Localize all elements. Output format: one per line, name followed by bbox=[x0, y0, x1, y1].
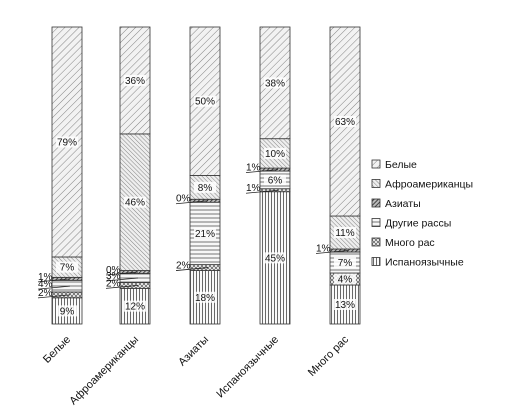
bars-group: 9% 7% 79% 12% 46% 36% 18% 21% 8% 50% 45% 6% 10% 38% 13… bbox=[51, 26, 361, 325]
legend-label: Азиаты bbox=[385, 198, 421, 210]
data-label-bg bbox=[194, 181, 216, 193]
data-label-bg bbox=[264, 174, 286, 186]
data-label-bg bbox=[56, 136, 78, 148]
data-label: 13% bbox=[335, 300, 355, 311]
leader-line bbox=[315, 250, 349, 254]
data-label: 4% bbox=[38, 279, 53, 290]
legend-swatch bbox=[371, 257, 381, 266]
data-label: 11% bbox=[335, 228, 354, 239]
category-label: Испаноязычные bbox=[214, 334, 281, 401]
data-label: 8% bbox=[198, 183, 213, 194]
data-label: 6% bbox=[268, 175, 283, 186]
legend-label: Другие рассы bbox=[385, 218, 451, 230]
legend-label: Белые bbox=[385, 159, 417, 171]
leader-line bbox=[175, 200, 209, 205]
legend-swatch bbox=[371, 198, 381, 208]
data-label: 38% bbox=[265, 78, 285, 89]
data-label-bg bbox=[124, 300, 146, 312]
data-label-bg bbox=[334, 273, 356, 285]
leader-line bbox=[105, 284, 139, 289]
legend-item: Испаноязычные bbox=[371, 257, 464, 269]
data-label: 63% bbox=[335, 117, 355, 128]
leader-line bbox=[175, 267, 209, 271]
data-label: 0% bbox=[176, 194, 191, 205]
data-label: 2% bbox=[38, 288, 53, 299]
legend-label: Много рас bbox=[385, 237, 435, 249]
data-label: 9% bbox=[60, 306, 75, 317]
data-label-bg bbox=[334, 257, 356, 268]
legend-swatch bbox=[371, 179, 381, 188]
bar-stack-4: 13% 4% 7% 11% 63% bbox=[329, 26, 361, 325]
bar-stack-2: 18% 21% 8% 50% bbox=[189, 26, 221, 325]
legend: Белые Афроамериканцы Азиаты Другие рассы Мно… bbox=[371, 159, 473, 269]
leader-line bbox=[37, 285, 71, 290]
legend-item: Афроамериканцы bbox=[371, 179, 473, 191]
data-label-bg bbox=[264, 252, 286, 264]
data-label: 18% bbox=[195, 293, 215, 304]
data-label: 36% bbox=[125, 76, 145, 87]
leader-line bbox=[105, 271, 139, 276]
category-label: Много рас bbox=[306, 333, 352, 379]
data-label-bg bbox=[124, 196, 146, 208]
data-label-bg bbox=[194, 95, 216, 107]
category-label: Афроамериканцы bbox=[67, 334, 141, 408]
leader-line bbox=[245, 189, 279, 194]
category-label: Азиаты bbox=[176, 334, 211, 369]
legend-swatch bbox=[371, 237, 381, 247]
data-label: 0% bbox=[106, 265, 121, 276]
legend-item: Другие рассы bbox=[371, 218, 451, 230]
data-label: 12% bbox=[125, 302, 145, 313]
data-label: 10% bbox=[265, 149, 285, 160]
legend-item: Много рас bbox=[371, 237, 435, 249]
legend-label: Афроамериканцы bbox=[385, 179, 473, 191]
legend-swatch bbox=[371, 218, 381, 227]
data-label-bg bbox=[194, 291, 216, 303]
data-label: 7% bbox=[60, 263, 75, 274]
data-label: 2% bbox=[106, 278, 121, 289]
data-label: 79% bbox=[57, 137, 77, 148]
data-label: 3% bbox=[106, 271, 121, 282]
data-label-bg bbox=[334, 299, 356, 310]
data-label-bg bbox=[56, 305, 78, 317]
data-label: 7% bbox=[338, 258, 353, 269]
leader-line bbox=[105, 277, 139, 282]
data-label-bg bbox=[56, 261, 78, 273]
legend-item: Белые bbox=[371, 159, 417, 171]
data-label-bg bbox=[264, 147, 286, 159]
data-label: 50% bbox=[195, 97, 215, 108]
data-label-bg bbox=[194, 227, 216, 239]
data-label: 1% bbox=[246, 163, 261, 174]
data-label: 45% bbox=[265, 253, 285, 264]
leader-lines-group bbox=[37, 169, 349, 299]
data-label-bg bbox=[124, 74, 146, 86]
data-label: 1% bbox=[246, 183, 261, 194]
legend-swatch bbox=[371, 159, 381, 169]
legend-label: Испаноязычные bbox=[385, 257, 464, 269]
data-label: 4% bbox=[338, 275, 353, 286]
data-label-bg bbox=[334, 116, 356, 127]
leader-line bbox=[37, 294, 71, 299]
bar-stack-3: 45% 6% 10% 38% bbox=[259, 26, 291, 325]
data-label: 1% bbox=[38, 272, 53, 283]
data-label: 46% bbox=[125, 198, 145, 209]
data-label: 2% bbox=[176, 261, 191, 272]
data-label-bg bbox=[334, 227, 356, 238]
legend-item: Азиаты bbox=[371, 198, 421, 210]
leader-line bbox=[37, 278, 71, 283]
bar-stack-1: 12% 46% 36% bbox=[119, 26, 151, 325]
leader-line bbox=[245, 169, 279, 173]
data-label: 21% bbox=[195, 229, 215, 240]
data-label-bg bbox=[264, 77, 286, 89]
data-label: 1% bbox=[316, 244, 331, 255]
category-label: Белые bbox=[41, 334, 73, 366]
